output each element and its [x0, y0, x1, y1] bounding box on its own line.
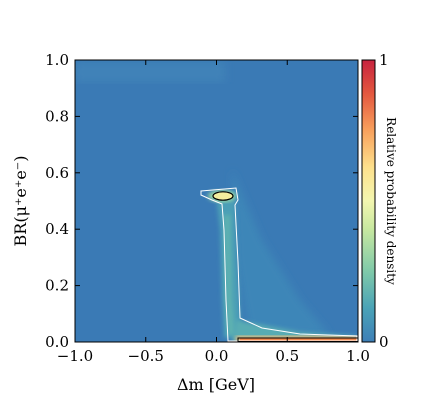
y-tick-label: 0.2: [45, 277, 69, 295]
colorbar: [361, 59, 376, 343]
x-axis-title: Δm [GeV]: [177, 375, 255, 394]
y-tick-label: 0.4: [45, 220, 69, 238]
x-tick-label: 1.0: [346, 347, 370, 365]
x-tick-label: −0.5: [128, 347, 164, 365]
x-tick-label: 0.5: [275, 347, 299, 365]
y-ticks: 0.0 0.2 0.4 0.6 0.8 1.0: [45, 51, 358, 351]
y-tick-label: 0.0: [45, 333, 69, 351]
top-noise-region: [75, 62, 225, 82]
ridge-core: [240, 338, 358, 342]
y-tick-label: 0.6: [45, 164, 69, 182]
peak-contour: [212, 191, 234, 201]
y-tick-label: 0.8: [45, 107, 69, 125]
y-axis-title: BR(μ⁺e⁺e⁻): [11, 156, 30, 247]
y-tick-label: 1.0: [45, 51, 69, 69]
outer-contour: [200, 187, 358, 342]
heatmap: [75, 60, 358, 342]
colorbar-title: Relative probability density: [384, 117, 398, 285]
colorbar-tick-max: 1: [379, 51, 389, 69]
x-tick-label: 0.0: [205, 347, 229, 365]
x-tick-label: −1.0: [57, 347, 93, 365]
band-core: [224, 215, 235, 335]
x-ticks: −1.0 −0.5 0.0 0.5 1.0: [57, 60, 370, 365]
speckle-region: [232, 170, 330, 335]
colorbar-tick-min: 0: [379, 333, 389, 351]
